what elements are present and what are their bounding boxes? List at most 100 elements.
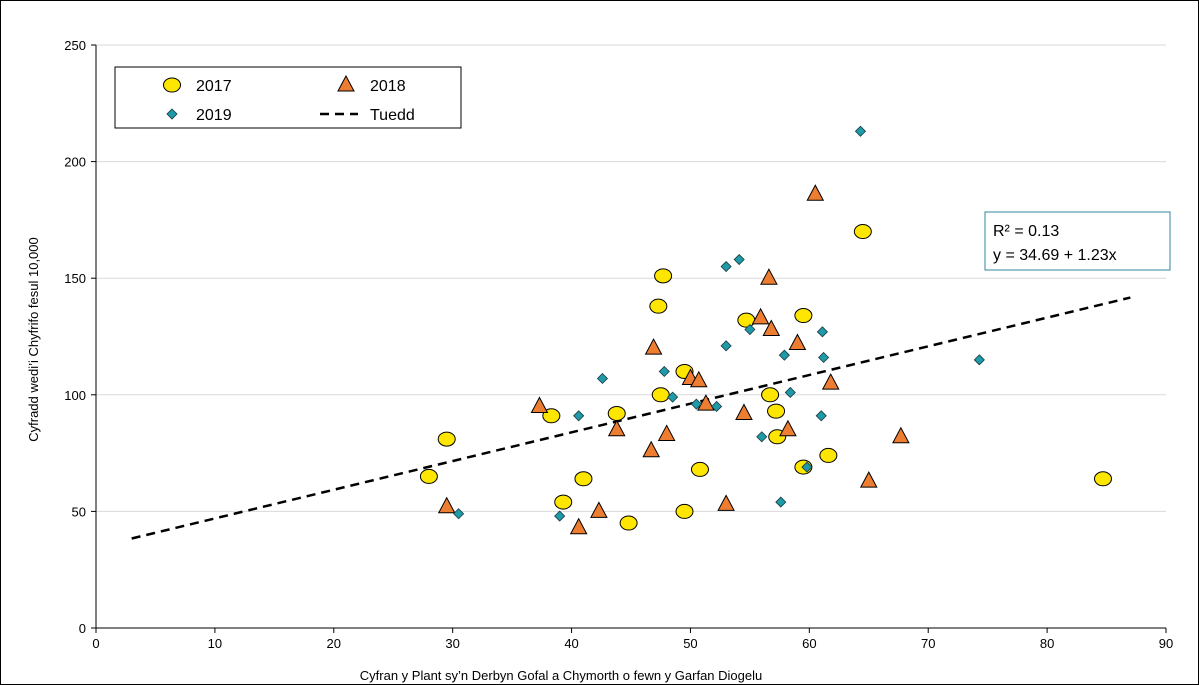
x-tick-label: 20	[327, 636, 341, 651]
data-point-2018	[697, 394, 715, 411]
data-point-2018	[607, 419, 626, 437]
data-point-2017	[607, 405, 626, 421]
data-point-2018	[437, 496, 456, 514]
legend-marker-2019	[166, 108, 178, 120]
data-point-2019	[818, 351, 830, 364]
data-point-2019	[453, 508, 465, 520]
x-tick-label: 30	[445, 636, 459, 651]
data-point-2019	[801, 461, 813, 473]
data-point-2018	[760, 268, 778, 285]
data-point-2018	[892, 426, 910, 444]
legend-label-2018: 2018	[370, 78, 406, 95]
data-point-2019	[658, 365, 670, 378]
data-point-2019	[784, 386, 796, 399]
stats-box-border	[984, 211, 1171, 271]
x-axis-title: Cyfran y Plant sy’n Derbyn Gofal a Chymo…	[360, 668, 762, 683]
data-point-2018	[569, 517, 588, 535]
data-point-2019	[854, 125, 867, 137]
data-point-2019	[733, 253, 745, 266]
data-point-2018	[735, 403, 753, 420]
data-point-2017	[649, 298, 668, 314]
data-point-2019	[690, 398, 702, 410]
data-point-2018	[779, 419, 797, 437]
series-2019	[453, 125, 985, 522]
y-tick-label: 200	[64, 155, 86, 170]
data-point-2017	[819, 447, 838, 463]
x-tick-label: 90	[1159, 636, 1173, 651]
x-tick-label: 70	[921, 636, 935, 651]
data-point-2019	[816, 326, 828, 338]
data-point-2018	[788, 333, 807, 350]
data-point-2017	[690, 461, 709, 477]
data-point-2018	[644, 338, 663, 355]
data-point-2019	[775, 496, 787, 508]
data-point-2019	[596, 372, 609, 385]
data-point-2018	[821, 373, 840, 390]
data-point-2018	[642, 440, 661, 458]
data-point-2018	[806, 184, 825, 201]
x-tick-label: 10	[208, 636, 222, 651]
data-point-2018	[530, 396, 549, 413]
y-tick-label: 0	[79, 621, 86, 636]
data-point-2017	[619, 515, 638, 531]
data-point-2019	[756, 431, 768, 443]
y-tick-label: 50	[72, 504, 86, 519]
x-tick-label: 60	[802, 636, 816, 651]
data-point-2017	[1093, 471, 1112, 487]
data-point-2019	[573, 410, 585, 422]
data-points	[419, 125, 1112, 535]
legend-label-2019: 2019	[196, 107, 232, 124]
axes	[95, 45, 1166, 629]
data-point-2018	[762, 319, 781, 337]
trendline-layer	[131, 296, 1131, 540]
data-point-2018	[657, 424, 676, 441]
x-tick-label: 50	[683, 636, 697, 651]
data-point-2018	[590, 501, 608, 518]
series-2017	[419, 224, 1112, 531]
tick-labels: 0 10 20 30 40 50 60 70 80 90 0 50 100 150 200 250	[64, 38, 1173, 651]
r-squared-label: R² = 0.13	[993, 223, 1059, 240]
data-point-2019	[815, 410, 827, 422]
data-point-2018	[859, 471, 878, 488]
legend-label-2017: 2017	[196, 78, 232, 95]
data-point-2017	[574, 471, 593, 487]
data-point-2019	[554, 510, 566, 522]
data-point-2019	[720, 340, 732, 352]
data-point-2017	[654, 268, 673, 284]
data-point-2018	[717, 494, 735, 511]
legend-marker-2018	[337, 74, 355, 92]
y-tick-label: 150	[64, 271, 86, 286]
data-point-2017	[767, 403, 786, 419]
series-2018	[437, 184, 910, 535]
data-point-2017	[651, 387, 670, 403]
legend: 2017 2018 2019 Tuedd	[114, 66, 462, 129]
legend-label-trendline: Tuedd	[370, 107, 415, 124]
data-point-2017	[761, 387, 780, 403]
data-point-2017	[737, 312, 756, 328]
data-point-2019	[973, 354, 985, 366]
x-tick-label: 40	[564, 636, 578, 651]
trendline	[131, 296, 1131, 540]
y-tick-label: 250	[64, 38, 86, 53]
data-point-2019	[667, 391, 679, 403]
data-point-2019	[720, 260, 732, 273]
grid-lines	[96, 44, 1166, 512]
data-point-2017	[853, 224, 872, 240]
x-tick-label: 80	[1040, 636, 1054, 651]
data-point-2017	[794, 308, 813, 324]
legend-marker-2017	[163, 77, 181, 93]
data-point-2019	[744, 323, 756, 336]
data-point-2017	[419, 468, 438, 484]
data-point-2017	[554, 494, 573, 510]
regression-stats-box: R² = 0.13 y = 34.69 + 1.23x	[984, 211, 1171, 271]
x-tick-label: 0	[92, 636, 99, 651]
data-point-2018	[751, 307, 770, 325]
data-point-2017	[437, 431, 456, 447]
y-tick-label: 100	[64, 388, 86, 403]
data-point-2018	[689, 370, 708, 388]
regression-equation: y = 34.69 + 1.23x	[993, 247, 1117, 264]
y-axis-title: Cyfradd wedi’i Chyfrifo fesul 10,000	[26, 237, 41, 442]
data-point-2017	[675, 503, 694, 519]
data-point-2019	[711, 400, 723, 413]
